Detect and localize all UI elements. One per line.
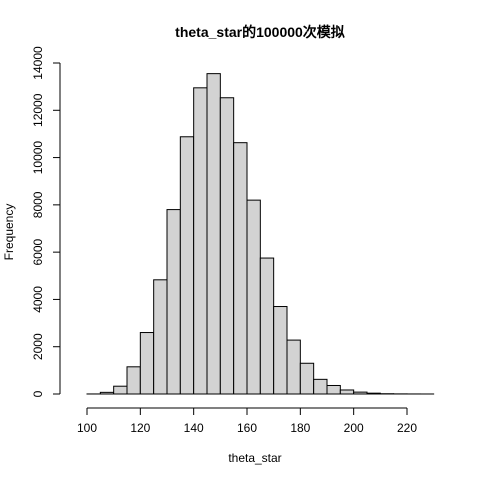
histogram-bar [113,385,128,395]
histogram-bar [286,339,301,395]
y-tick-label: 0 [31,390,45,397]
histogram-bar [299,362,315,395]
histogram-bar [273,306,288,395]
x-tick-label: 100 [77,421,97,435]
x-axis: 100 120 140 160 180 200 220 [77,407,417,435]
x-tick-label: 180 [290,421,310,435]
y-axis-label: Frequency [2,204,16,261]
y-tick-label: 14000 [31,46,45,80]
histogram-bar [193,87,208,395]
x-tick-label: 220 [397,421,417,435]
histogram-bar [339,389,355,395]
histogram-bar [233,142,248,395]
histogram-bar [139,332,155,395]
histogram-bar [366,392,381,395]
histogram-bar [99,391,115,395]
histogram-bar [313,378,328,395]
x-tick-label: 160 [237,421,257,435]
x-tick-label: 120 [130,421,150,435]
y-tick-label: 10000 [31,141,45,175]
histogram-bar [179,136,195,395]
histogram-bar [206,73,221,395]
y-tick-label: 6000 [31,238,45,265]
histogram-bar [219,97,235,395]
y-tick-label: 12000 [31,93,45,127]
x-tick-label: 140 [184,421,204,435]
histogram-bar [166,209,181,395]
histogram-bar [153,279,168,395]
histogram-bar [246,199,261,395]
y-tick-label: 8000 [31,191,45,218]
bars-layer [86,73,435,395]
y-tick-label: 4000 [31,286,45,313]
x-axis-label: theta_star [228,451,281,465]
histogram-bar [126,366,141,395]
histogram-bar [326,384,341,395]
chart-title: theta_star的100000次模拟 [175,24,345,40]
y-axis: 0 2000 4000 6000 8000 10000 12000 14000 [31,46,61,397]
x-tick-label: 200 [344,421,364,435]
y-tick-label: 2000 [31,333,45,360]
histogram-bar [353,391,368,395]
histogram-bar [259,257,275,395]
